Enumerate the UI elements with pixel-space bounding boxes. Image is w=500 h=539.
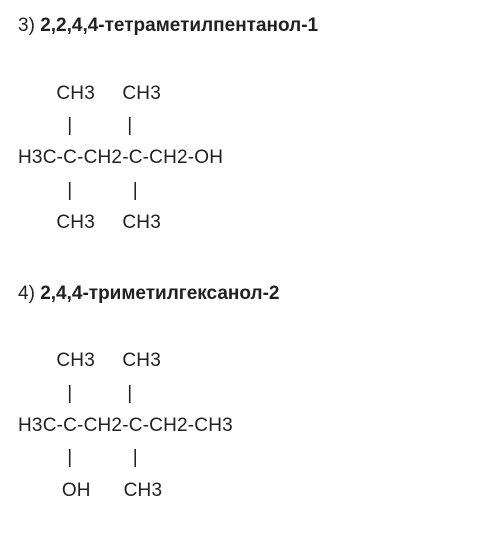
structure-line: | |	[18, 383, 132, 404]
compound-block-4: 4) 2,4,4-триметилгексанол-2 CH3 CH3 | | …	[18, 280, 482, 539]
compound-structure-4: CH3 CH3 | | H3C-C-CH2-C-CH2-CH3 | | OH C…	[18, 313, 482, 539]
structure-line: | |	[18, 115, 132, 136]
structure-line: H3C-C-CH2-C-CH2-OH	[18, 147, 223, 168]
compound-number: 3)	[18, 15, 35, 36]
structure-line: CH3 CH3	[18, 83, 161, 104]
structure-line: CH3 CH3	[18, 350, 161, 371]
compound-name: 2,2,4,4-тетраметилпентанол-1	[40, 15, 318, 36]
structure-line: H3C-C-CH2-C-CH2-CH3	[18, 415, 233, 436]
compound-structure-3: CH3 CH3 | | H3C-C-CH2-C-CH2-OH | | CH3 C…	[18, 46, 482, 272]
compound-title-4: 4) 2,4,4-триметилгексанол-2	[18, 280, 482, 308]
compound-title-3: 3) 2,2,4,4-тетраметилпентанол-1	[18, 12, 482, 40]
compound-block-3: 3) 2,2,4,4-тетраметилпентанол-1 CH3 CH3 …	[18, 12, 482, 272]
structure-line: | |	[18, 447, 138, 468]
structure-line: | |	[18, 180, 138, 201]
compound-number: 4)	[18, 283, 35, 304]
compound-name: 2,4,4-триметилгексанол-2	[40, 283, 279, 304]
structure-line: OH CH3	[18, 480, 162, 501]
structure-line: CH3 CH3	[18, 212, 161, 233]
